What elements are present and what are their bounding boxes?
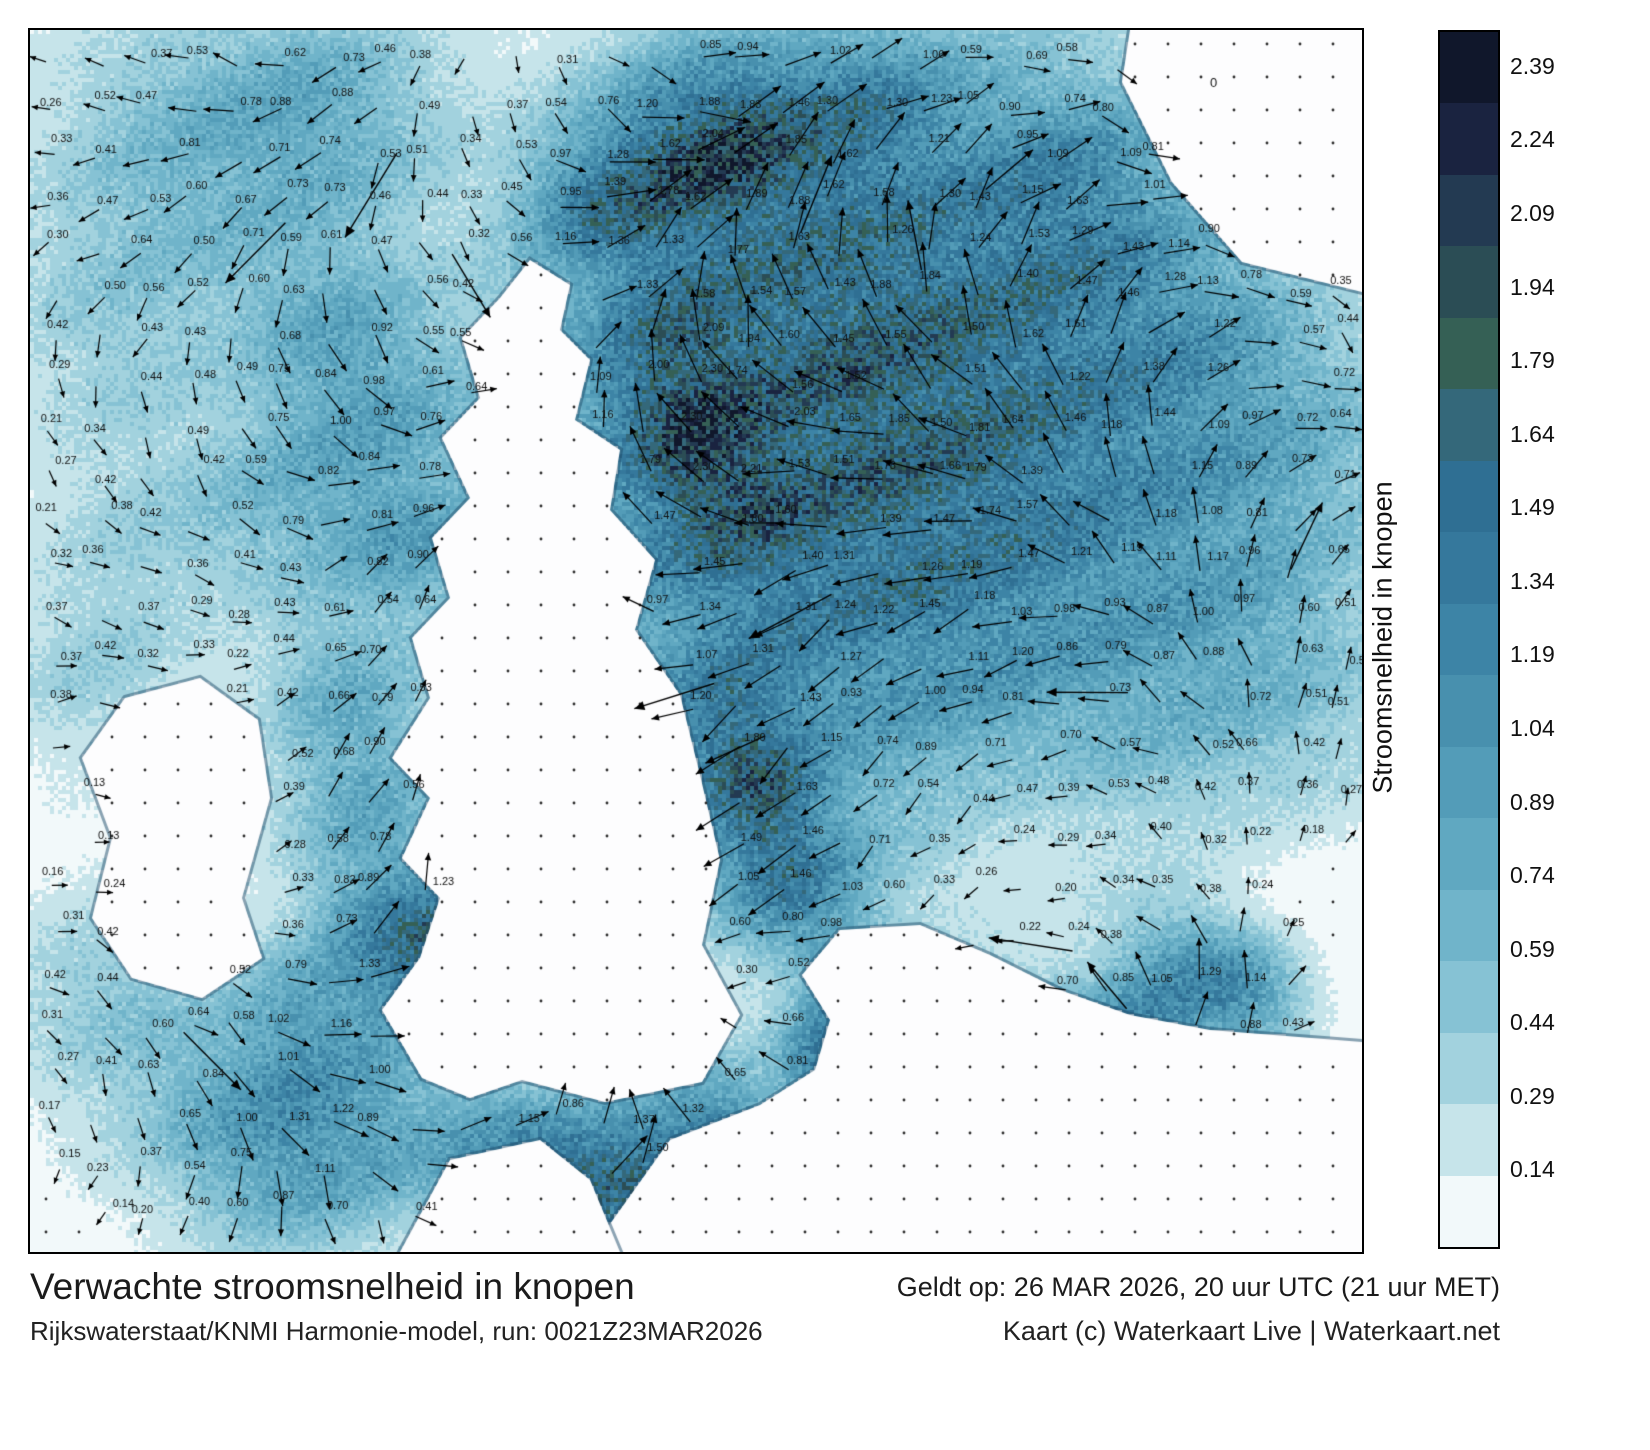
- colorbar-segment: [1440, 1032, 1498, 1105]
- colorbar-segment: [1440, 389, 1498, 461]
- colorbar-tick: 2.39: [1510, 52, 1555, 79]
- colorbar-tick: 0.29: [1510, 1082, 1555, 1109]
- map-frame: [28, 28, 1364, 1254]
- colorbar-segment: [1440, 1175, 1498, 1247]
- colorbar-tick: 0.14: [1510, 1156, 1555, 1183]
- colorbar-tick: 1.04: [1510, 714, 1555, 741]
- colorbar-tick: 0.89: [1510, 788, 1555, 815]
- colorbar-segment: [1440, 460, 1498, 533]
- colorbar-tick: 0.74: [1510, 862, 1555, 889]
- colorbar-segment: [1440, 246, 1498, 318]
- colorbar-title-wrap: Stroomsnelheid in knopen: [1366, 30, 1400, 1245]
- colorbar-tick: 1.34: [1510, 567, 1555, 594]
- current-speed-map-canvas: [30, 30, 1362, 1252]
- colorbar-segment: [1440, 746, 1498, 819]
- colorbar-segment: [1440, 317, 1498, 390]
- colorbar-segment: [1440, 532, 1498, 604]
- colorbar-segment: [1440, 889, 1498, 962]
- colorbar-tick: 1.79: [1510, 347, 1555, 374]
- colorbar-tick: 2.24: [1510, 126, 1555, 153]
- colorbar: [1438, 30, 1500, 1249]
- colorbar-segment: [1440, 603, 1498, 676]
- colorbar-tick: 0.59: [1510, 935, 1555, 962]
- map-title: Verwachte stroomsnelheid in knopen: [30, 1266, 635, 1307]
- colorbar-segment: [1440, 961, 1498, 1033]
- colorbar-segment: [1440, 103, 1498, 175]
- colorbar-segment: [1440, 174, 1498, 247]
- colorbar-segment: [1440, 1104, 1498, 1176]
- colorbar-tick: 1.64: [1510, 420, 1555, 447]
- colorbar-title: Stroomsnelheid in knopen: [1367, 481, 1398, 794]
- colorbar-segment: [1440, 675, 1498, 747]
- model-run-info: Rijkswaterstaat/KNMI Harmonie-model, run…: [30, 1316, 763, 1346]
- map-credit: Kaart (c) Waterkaart Live | Waterkaart.n…: [1002, 1316, 1500, 1346]
- colorbar-tick: 1.94: [1510, 273, 1555, 300]
- colorbar-segment: [1440, 32, 1498, 104]
- colorbar-segment: [1440, 818, 1498, 890]
- colorbar-tick: 1.19: [1510, 641, 1555, 668]
- valid-time: Geldt op: 26 MAR 2026, 20 uur UTC (21 uu…: [896, 1272, 1500, 1302]
- colorbar-tick: 1.49: [1510, 494, 1555, 521]
- colorbar-tick: 0.44: [1510, 1009, 1555, 1036]
- colorbar-tick: 2.09: [1510, 199, 1555, 226]
